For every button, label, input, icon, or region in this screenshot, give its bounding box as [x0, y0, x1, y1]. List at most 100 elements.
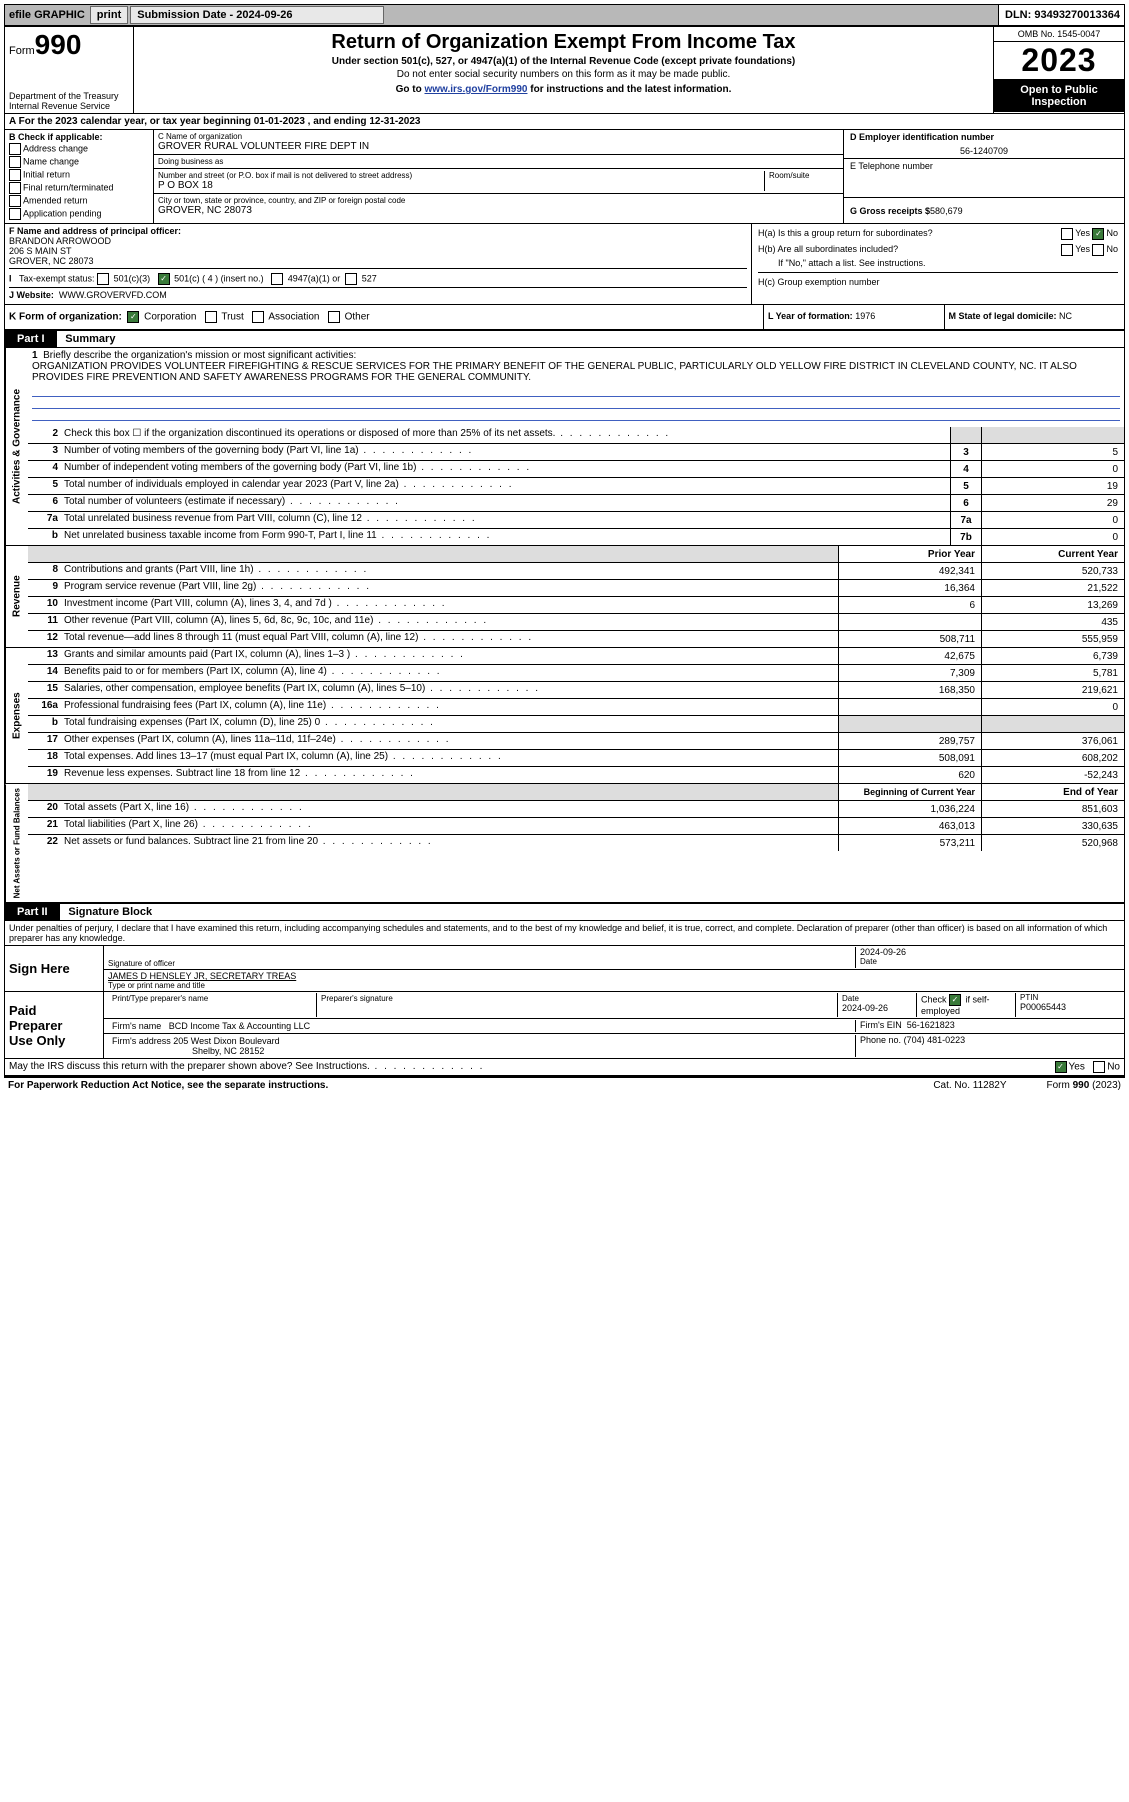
prior-year-hdr: Prior Year	[838, 546, 981, 562]
governance-body: 1 Briefly describe the organization's mi…	[28, 348, 1124, 545]
rev-curr: 555,959	[981, 631, 1124, 647]
sig-date-label: Date	[860, 957, 1120, 966]
chk-527[interactable]	[345, 273, 357, 285]
side-expenses: Expenses	[5, 648, 28, 783]
mission-text: ORGANIZATION PROVIDES VOLUNTEER FIREFIGH…	[32, 361, 1077, 383]
ha-yes[interactable]	[1061, 228, 1073, 240]
gov-val: 0	[981, 529, 1124, 545]
street-cell: Number and street (or P.O. box if mail i…	[154, 169, 843, 194]
header-right: OMB No. 1545-0047 2023 Open to Public In…	[993, 27, 1124, 113]
chk-name[interactable]: Name change	[9, 156, 149, 168]
gov-box: 4	[950, 461, 981, 477]
chk-trust[interactable]	[205, 311, 217, 323]
exp-curr: -52,243	[981, 767, 1124, 783]
chk-amended[interactable]: Amended return	[9, 195, 149, 207]
gov-val: 0	[981, 512, 1124, 528]
sig-name-value: JAMES D HENSLEY JR, SECRETARY TREAS	[108, 971, 1120, 981]
street-label: Number and street (or P.O. box if mail i…	[158, 171, 760, 180]
print-button[interactable]: print	[90, 6, 128, 24]
sig-type-label: Type or print name and title	[108, 981, 1120, 990]
irs-label: Internal Revenue Service	[9, 101, 129, 111]
gross-label: G Gross receipts $	[850, 206, 930, 216]
chk-initial[interactable]: Initial return	[9, 169, 149, 181]
section-governance: Activities & Governance 1 Briefly descri…	[5, 348, 1124, 546]
chk-self-employed[interactable]	[949, 994, 961, 1006]
exp-curr: 608,202	[981, 750, 1124, 766]
rev-curr: 520,733	[981, 563, 1124, 579]
chk-501c3[interactable]	[97, 273, 109, 285]
ha-no[interactable]	[1092, 228, 1104, 240]
rev-line-11: 11 Other revenue (Part VIII, column (A),…	[28, 614, 1124, 631]
header-mid: Return of Organization Exempt From Incom…	[134, 27, 993, 113]
phone-cell: E Telephone number	[844, 159, 1124, 198]
sig-officer-label: Signature of officer	[108, 959, 855, 968]
net-beg: 573,211	[838, 835, 981, 851]
opt-501c3: 501(c)(3)	[114, 273, 151, 283]
prep-date-value: 2024-09-26	[842, 1003, 912, 1013]
beg-year-hdr: Beginning of Current Year	[838, 784, 981, 800]
tax-year: 2023	[994, 42, 1124, 80]
discuss-no[interactable]	[1093, 1061, 1105, 1073]
end-year-hdr: End of Year	[981, 784, 1124, 800]
chk-other[interactable]	[328, 311, 340, 323]
city-value: GROVER, NC 28073	[158, 205, 839, 216]
dept-label: Department of the Treasury	[9, 91, 129, 101]
chk-assoc[interactable]	[252, 311, 264, 323]
room-label: Room/suite	[769, 171, 839, 180]
firm-addr-label: Firm's address	[112, 1036, 171, 1046]
rev-prior	[838, 614, 981, 630]
paid-preparer-block: PaidPreparerUse Only Print/Type preparer…	[5, 992, 1124, 1059]
form-container: Form990 Department of the Treasury Inter…	[4, 26, 1125, 1078]
firm-name-value: BCD Income Tax & Accounting LLC	[169, 1021, 310, 1031]
net-text: Net assets or fund balances. Subtract li…	[60, 835, 838, 851]
header-left: Form990 Department of the Treasury Inter…	[5, 27, 134, 113]
org-name-label: C Name of organization	[158, 132, 839, 141]
chk-application[interactable]: Application pending	[9, 208, 149, 220]
chk-501c[interactable]	[158, 273, 170, 285]
footer-left: For Paperwork Reduction Act Notice, see …	[8, 1080, 328, 1091]
rev-prior: 6	[838, 597, 981, 613]
ein-value: 56-1240709	[850, 142, 1118, 156]
exp-prior: 42,675	[838, 648, 981, 664]
chk-corp[interactable]	[127, 311, 139, 323]
ptin-label: PTIN	[1020, 993, 1120, 1002]
officer-street: 206 S MAIN ST	[9, 246, 72, 256]
side-net: Net Assets or Fund Balances	[5, 784, 28, 902]
rev-num: 10	[28, 597, 60, 613]
chk-final[interactable]: Final return/terminated	[9, 182, 149, 194]
ptin-value: P00065443	[1020, 1002, 1120, 1012]
dba-label: Doing business as	[158, 157, 839, 166]
chk-4947[interactable]	[271, 273, 283, 285]
preparer-row1: Print/Type preparer's name Preparer's si…	[104, 992, 1124, 1019]
discuss-yes[interactable]	[1055, 1061, 1067, 1073]
net-body: Beginning of Current Year End of Year 20…	[28, 784, 1124, 902]
chk-address[interactable]: Address change	[9, 143, 149, 155]
exp-prior: 508,091	[838, 750, 981, 766]
mission-rule-3	[32, 409, 1120, 421]
section-expenses: Expenses 13 Grants and similar amounts p…	[5, 648, 1124, 784]
exp-curr: 6,739	[981, 648, 1124, 664]
rev-curr: 21,522	[981, 580, 1124, 596]
hb-no[interactable]	[1092, 244, 1104, 256]
rev-text: Total revenue—add lines 8 through 11 (mu…	[60, 631, 838, 647]
net-header-row: Beginning of Current Year End of Year	[28, 784, 1124, 801]
gov-text: Net unrelated business taxable income fr…	[60, 529, 950, 545]
dba-cell: Doing business as	[154, 155, 843, 169]
prep-check-label: Check	[921, 995, 947, 1005]
form-num: 990	[35, 29, 82, 60]
city-cell: City or town, state or province, country…	[154, 194, 843, 218]
gov-num: b	[28, 529, 60, 545]
state-domicile: M State of legal domicile: NC	[945, 305, 1125, 329]
rev-prior: 492,341	[838, 563, 981, 579]
exp-prior: 7,309	[838, 665, 981, 681]
expenses-body: 13 Grants and similar amounts paid (Part…	[28, 648, 1124, 783]
org-name-cell: C Name of organization GROVER RURAL VOLU…	[154, 130, 843, 155]
hb-note: If "No," attach a list. See instructions…	[758, 258, 1118, 273]
net-end: 520,968	[981, 835, 1124, 851]
irs-link[interactable]: www.irs.gov/Form990	[424, 84, 527, 95]
hb-yes[interactable]	[1061, 244, 1073, 256]
prep-name-label: Print/Type preparer's name	[112, 994, 312, 1003]
submission-date-field: Submission Date - 2024-09-26	[130, 6, 384, 24]
gov-line-3: 3 Number of voting members of the govern…	[28, 444, 1124, 461]
net-num: 21	[28, 818, 60, 834]
